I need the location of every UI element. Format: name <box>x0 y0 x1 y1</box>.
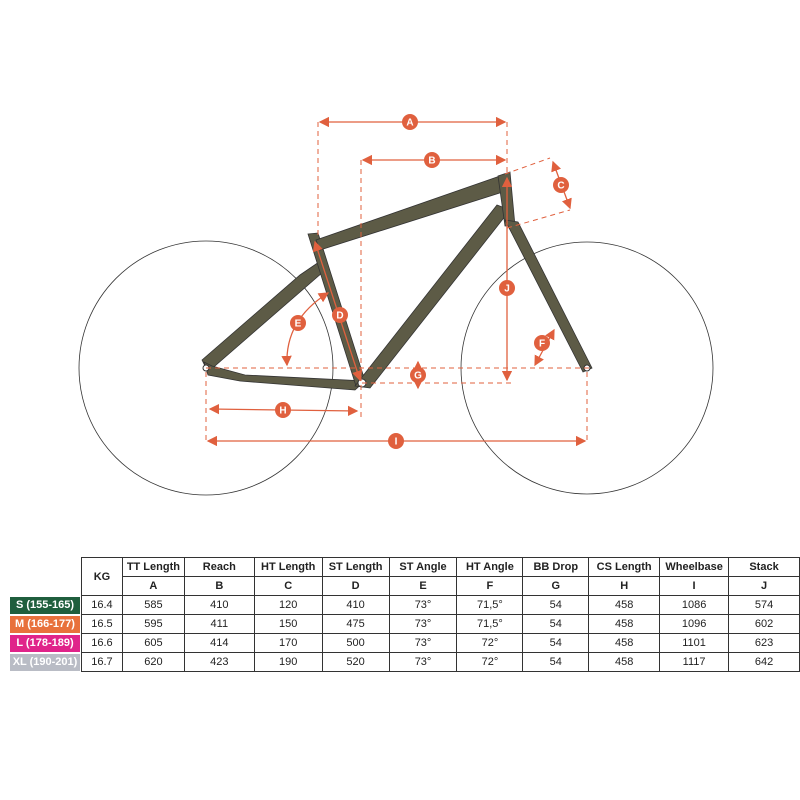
table-cell: 54 <box>522 652 590 672</box>
column-header: HT Length <box>253 557 323 577</box>
table-cell: 150 <box>253 614 323 634</box>
column-code: A <box>121 576 185 596</box>
column-header: HT Angle <box>456 557 524 577</box>
table-cell: 1101 <box>659 633 730 653</box>
size-s-label: S (155-165) <box>10 597 80 614</box>
table-cell: 16.6 <box>81 633 123 653</box>
column-header: TT Length <box>121 557 185 577</box>
dimension-label: G <box>414 371 422 382</box>
column-code: J <box>728 576 800 596</box>
column-code: G <box>522 576 590 596</box>
dimension-badge <box>275 402 291 418</box>
table-cell: 1117 <box>659 652 730 672</box>
table-cell: 16.5 <box>81 614 123 634</box>
column-header: ST Angle <box>388 557 458 577</box>
table-cell: 458 <box>588 595 661 615</box>
table-cell: 623 <box>728 633 800 653</box>
dimension-label: E <box>295 319 302 330</box>
dimension-label: D <box>336 311 343 322</box>
table-cell: 411 <box>183 614 255 634</box>
dimension-badge <box>402 114 418 130</box>
table-cell: 458 <box>588 633 661 653</box>
table-cell: 410 <box>321 595 390 615</box>
table-cell: 72° <box>456 652 524 672</box>
table-cell: 458 <box>588 614 661 634</box>
table-cell: 73° <box>388 652 458 672</box>
dimension-badge <box>290 315 306 331</box>
bike-geometry-diagram: A B C D E F G H I J <box>78 114 714 496</box>
table-cell: 190 <box>253 652 323 672</box>
column-header: Wheelbase <box>659 557 730 577</box>
table-cell: 500 <box>321 633 390 653</box>
table-cell: 54 <box>522 614 590 634</box>
table-cell: 602 <box>728 614 800 634</box>
table-cell: 73° <box>388 614 458 634</box>
table-cell: 574 <box>728 595 800 615</box>
table-cell: 585 <box>121 595 185 615</box>
column-code: H <box>588 576 661 596</box>
table-cell: 605 <box>121 633 185 653</box>
dimension-badge <box>410 367 426 383</box>
dimension-label: A <box>406 118 413 129</box>
table-cell: 642 <box>728 652 800 672</box>
table-row: 16.5 595 411 150 475 73° 71,5° 54 458 1096 602 <box>81 614 800 634</box>
dimension-badge <box>534 335 550 351</box>
table-cell: 423 <box>183 652 255 672</box>
table-cell: 73° <box>388 633 458 653</box>
dimension-badge <box>388 433 404 449</box>
size-m-label: M (166-177) <box>10 616 80 633</box>
dimension-label: B <box>428 156 435 167</box>
table-cell: 458 <box>588 652 661 672</box>
dimension-badge <box>332 307 348 323</box>
table-cell: 410 <box>183 595 255 615</box>
table-row: 16.4 585 410 120 410 73° 71,5° 54 458 1086 574 <box>81 595 800 615</box>
column-code: I <box>659 576 730 596</box>
table-cell: 1086 <box>659 595 730 615</box>
column-code: D <box>321 576 390 596</box>
column-code: C <box>253 576 323 596</box>
table-cell: 414 <box>183 633 255 653</box>
table-cell: 475 <box>321 614 390 634</box>
table-cell: 16.4 <box>81 595 123 615</box>
table-cell: 54 <box>522 633 590 653</box>
table-cell: 620 <box>121 652 185 672</box>
table-cell: 520 <box>321 652 390 672</box>
column-code: B <box>183 576 255 596</box>
table-cell: 120 <box>253 595 323 615</box>
column-header: Reach <box>183 557 255 577</box>
dimension-badge <box>424 152 440 168</box>
table-cell: 1096 <box>659 614 730 634</box>
dimension-label: C <box>557 181 564 192</box>
table-row: 16.6 605 414 170 500 73° 72° 54 458 1101 623 <box>81 633 800 653</box>
table-cell: 72° <box>456 633 524 653</box>
frame <box>201 171 593 391</box>
table-cell: 73° <box>388 595 458 615</box>
dimension-badge <box>499 280 515 296</box>
table-cell: 71,5° <box>456 614 524 634</box>
table-cell: 54 <box>522 595 590 615</box>
dimension-label: I <box>395 437 398 448</box>
column-header: BB Drop <box>522 557 590 577</box>
table-cell: 71,5° <box>456 595 524 615</box>
dimension-label: F <box>539 339 545 350</box>
size-labels: S (155-165) M (166-177) L (178-189) XL (… <box>10 597 80 673</box>
column-header: CS Length <box>588 557 661 577</box>
geometry-table: KG TT Length Reach HT Length ST Length ST Ang… <box>81 557 800 672</box>
dimension-label: H <box>279 406 286 417</box>
dimension-badge <box>553 177 569 193</box>
table-cell: 595 <box>121 614 185 634</box>
column-code: E <box>388 576 458 596</box>
column-header: Stack <box>728 557 800 577</box>
table-row: 16.7 620 423 190 520 73° 72° 54 458 1117 642 <box>81 652 800 672</box>
table-cell: 16.7 <box>81 652 123 672</box>
column-code: F <box>456 576 524 596</box>
size-l-label: L (178-189) <box>10 635 80 652</box>
table-cell: 170 <box>253 633 323 653</box>
dimension-label: J <box>504 284 510 295</box>
size-xl-label: XL (190-201) <box>10 654 80 671</box>
column-header: ST Length <box>321 557 390 577</box>
kg-header: KG <box>81 557 123 596</box>
